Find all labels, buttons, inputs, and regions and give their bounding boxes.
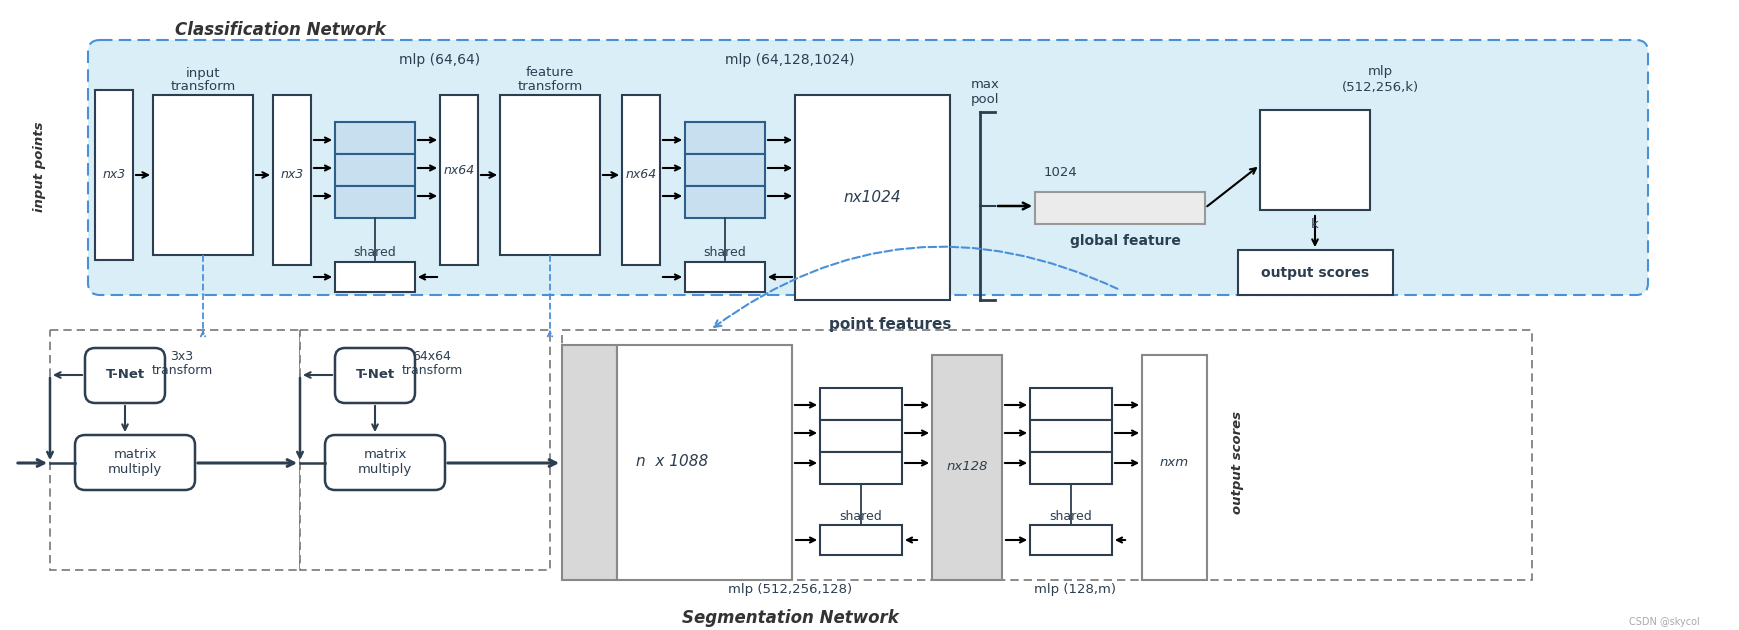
Text: pool: pool <box>970 93 1000 106</box>
Bar <box>623 95 661 265</box>
Text: mlp (128,m): mlp (128,m) <box>1035 583 1116 597</box>
Bar <box>440 95 478 265</box>
FancyBboxPatch shape <box>325 435 445 490</box>
Text: T-Net: T-Net <box>106 369 144 382</box>
Bar <box>336 154 416 186</box>
Text: feature: feature <box>525 67 574 79</box>
Text: multiply: multiply <box>108 464 162 476</box>
Text: shared: shared <box>704 246 746 258</box>
Text: mlp: mlp <box>1367 66 1393 79</box>
Text: 3x3: 3x3 <box>170 350 193 364</box>
Bar <box>821 452 903 484</box>
Bar <box>336 122 416 154</box>
Bar <box>821 388 903 420</box>
Text: nxm: nxm <box>1160 455 1188 469</box>
FancyBboxPatch shape <box>336 348 416 403</box>
FancyBboxPatch shape <box>85 348 165 403</box>
FancyBboxPatch shape <box>75 435 195 490</box>
Text: nx128: nx128 <box>946 461 988 474</box>
Text: input: input <box>186 67 221 79</box>
Text: shared: shared <box>1050 510 1092 524</box>
Bar <box>1029 388 1111 420</box>
Bar <box>1035 192 1205 224</box>
Text: transform: transform <box>170 81 235 93</box>
Bar <box>821 525 903 555</box>
Text: matrix: matrix <box>113 449 157 462</box>
FancyBboxPatch shape <box>89 40 1649 295</box>
Bar <box>1029 420 1111 452</box>
Text: shared: shared <box>353 246 396 258</box>
Text: transform: transform <box>402 365 463 377</box>
Text: input points: input points <box>33 122 47 212</box>
Text: global feature: global feature <box>1069 234 1181 248</box>
Bar <box>562 330 1532 580</box>
Text: T-Net: T-Net <box>355 369 395 382</box>
Bar <box>685 262 765 292</box>
Bar <box>153 95 252 255</box>
Text: transform: transform <box>518 81 583 93</box>
Bar <box>685 122 765 154</box>
Text: Classification Network: Classification Network <box>176 21 386 39</box>
Text: shared: shared <box>840 510 882 524</box>
Text: mlp (64,128,1024): mlp (64,128,1024) <box>725 53 856 67</box>
Bar <box>795 95 949 300</box>
Text: nx3: nx3 <box>103 168 125 181</box>
Text: output scores: output scores <box>1231 411 1245 513</box>
Text: point features: point features <box>830 318 951 333</box>
Bar <box>501 95 600 255</box>
Text: max: max <box>970 79 1000 91</box>
Bar <box>932 355 1002 580</box>
Text: n  x 1088: n x 1088 <box>636 454 708 469</box>
Bar <box>1143 355 1207 580</box>
Bar <box>1029 525 1111 555</box>
Text: (512,256,k): (512,256,k) <box>1341 81 1419 93</box>
Bar <box>685 186 765 218</box>
Bar <box>96 90 132 260</box>
Text: k: k <box>1311 217 1318 231</box>
Bar <box>1029 452 1111 484</box>
Text: matrix: matrix <box>363 449 407 462</box>
Bar <box>273 95 311 265</box>
Bar <box>562 345 617 580</box>
Text: nx64: nx64 <box>626 168 657 181</box>
Bar <box>617 345 791 580</box>
Bar <box>301 330 550 570</box>
Text: nx64: nx64 <box>443 164 475 176</box>
Bar <box>336 262 416 292</box>
Bar <box>50 330 301 570</box>
Bar <box>336 186 416 218</box>
Text: nx1024: nx1024 <box>843 190 901 205</box>
Text: CSDN @skycol: CSDN @skycol <box>1629 617 1701 627</box>
Text: multiply: multiply <box>358 464 412 476</box>
Text: transform: transform <box>151 365 212 377</box>
Text: mlp (512,256,128): mlp (512,256,128) <box>729 583 852 597</box>
Text: Segmentation Network: Segmentation Network <box>682 609 899 627</box>
Bar <box>1261 110 1370 210</box>
Bar <box>821 420 903 452</box>
Text: 1024: 1024 <box>1043 166 1076 178</box>
Text: output scores: output scores <box>1261 266 1369 280</box>
Text: mlp (64,64): mlp (64,64) <box>400 53 480 67</box>
Bar <box>1238 250 1393 295</box>
Bar <box>685 154 765 186</box>
Text: nx3: nx3 <box>280 168 304 181</box>
Text: 64x64: 64x64 <box>412 350 452 364</box>
